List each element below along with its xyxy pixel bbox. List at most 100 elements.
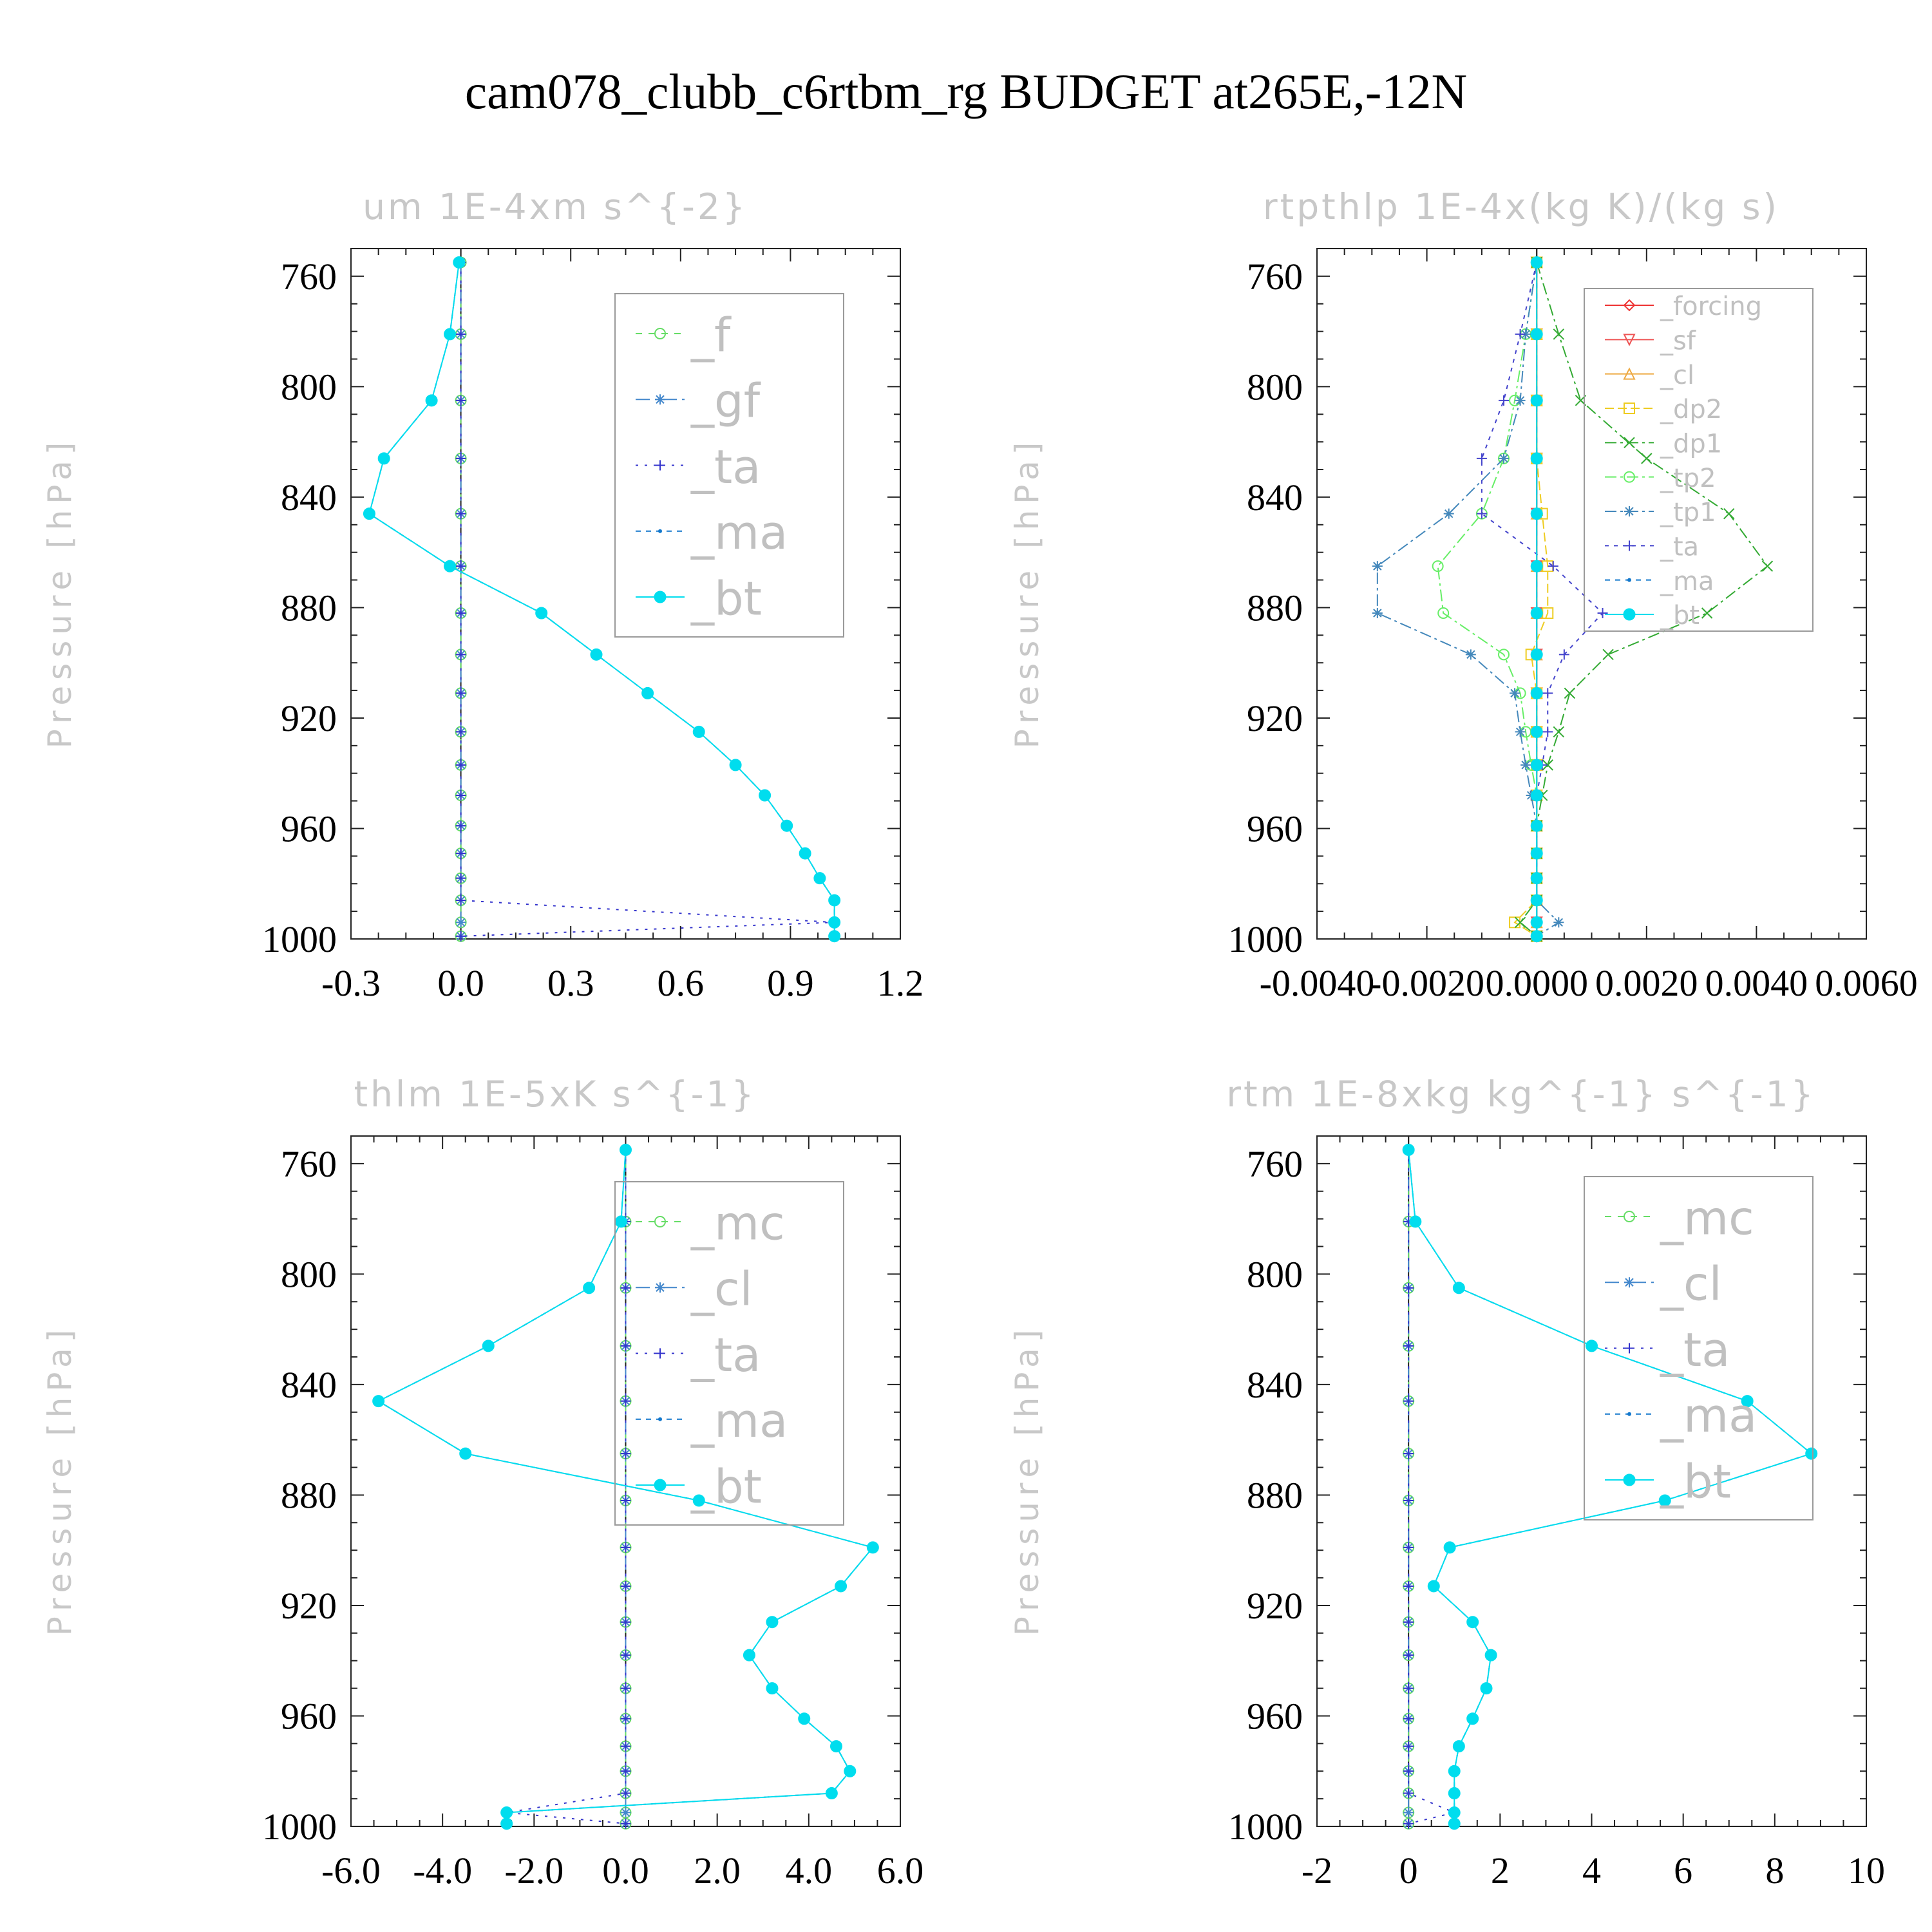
data-point [500, 1817, 513, 1830]
data-point [825, 1787, 838, 1800]
panel-title: rtm 1E-8xkg kg^{-1} s^{-1} [1226, 1074, 1815, 1115]
y-tick-label: 1000 [262, 918, 337, 960]
data-point [455, 688, 466, 699]
data-point [620, 1396, 631, 1406]
y-tick-label: 840 [1247, 1364, 1303, 1406]
x-tick-label: 6 [1674, 1850, 1692, 1891]
data-point [482, 1340, 495, 1352]
series-bt [363, 256, 841, 943]
data-point [1403, 1448, 1414, 1459]
data-point [1723, 507, 1735, 520]
legend-label: _f [690, 308, 732, 362]
legend-swatch-marker [1624, 1211, 1635, 1222]
legend-swatch-marker [1624, 1343, 1634, 1354]
data-point [1514, 916, 1526, 928]
y-tick-label: 800 [1247, 366, 1303, 408]
legend-swatch-marker [1624, 402, 1635, 414]
data-point [1641, 453, 1653, 464]
data-point [692, 1494, 705, 1507]
y-tick-label: 760 [1247, 1143, 1303, 1185]
data-point [1403, 1396, 1414, 1406]
data-point [455, 561, 466, 572]
data-point [455, 820, 466, 831]
data-point [1402, 1143, 1415, 1156]
data-point [1498, 649, 1510, 661]
data-point [535, 607, 548, 620]
legend-swatch-marker [1623, 1473, 1636, 1486]
legend-swatch-marker [654, 591, 667, 603]
data-point [1530, 256, 1543, 269]
data-point [1530, 916, 1543, 929]
legend: _f _gf _ta _ma _bt [614, 293, 844, 638]
data-point [1372, 608, 1383, 619]
data-point [620, 1495, 631, 1506]
data-point [1542, 688, 1553, 699]
data-point [1403, 1580, 1414, 1591]
x-tick-label: 0.0 [437, 962, 484, 1004]
data-point [1530, 328, 1543, 341]
data-point [1499, 453, 1510, 464]
data-point [620, 1580, 631, 1591]
data-point [1409, 1215, 1422, 1228]
legend-swatch-marker [1624, 1277, 1634, 1288]
y-tick-label: 840 [281, 1364, 337, 1406]
data-point [620, 1282, 631, 1293]
data-point [1403, 1495, 1414, 1506]
data-point [759, 789, 772, 802]
legend-label: _bt [1660, 601, 1700, 630]
data-point [798, 1712, 811, 1725]
data-point [1403, 1340, 1414, 1351]
y-tick-label: 920 [1247, 697, 1303, 739]
data-point [1530, 789, 1543, 802]
legend-label: _ma [690, 1394, 788, 1448]
data-point [1530, 648, 1543, 661]
y-tick-label: 1000 [262, 1806, 337, 1848]
data-point [1530, 872, 1543, 885]
data-point [1403, 1650, 1414, 1661]
figure-title: cam078_clubb_c6rtbm_rg BUDGET at265E,-12… [465, 64, 1467, 119]
y-tick-label: 760 [1247, 256, 1303, 298]
data-point [829, 1740, 842, 1753]
data-point [363, 507, 375, 520]
legend-swatch-marker [1624, 437, 1635, 449]
data-point [1437, 607, 1450, 620]
data-point [1530, 607, 1543, 620]
series-bt [1530, 256, 1543, 943]
y-tick-label: 960 [281, 808, 337, 849]
data-point [372, 1395, 385, 1408]
data-point [620, 1340, 631, 1351]
legend-swatch-marker [655, 1348, 665, 1359]
data-point [1452, 1740, 1465, 1753]
data-point [1553, 917, 1564, 928]
data-point [455, 649, 466, 660]
data-point [455, 453, 466, 464]
legend-swatch-marker [1623, 299, 1636, 312]
y-tick-label: 920 [281, 1585, 337, 1627]
data-point [1448, 1817, 1461, 1830]
data-point [1530, 560, 1543, 573]
data-point [620, 1683, 631, 1694]
data-point [1530, 930, 1543, 943]
y-tick-label: 1000 [1228, 1806, 1303, 1848]
data-point [1476, 453, 1487, 464]
data-point [455, 395, 466, 406]
x-tick-label: 4 [1582, 1850, 1601, 1891]
data-point [1403, 1741, 1414, 1752]
legend-swatch-marker [1624, 471, 1635, 483]
series-line [1376, 262, 1560, 937]
data-point [844, 1765, 857, 1777]
legend-label: _ma [1660, 1388, 1757, 1443]
data-point [1520, 328, 1531, 339]
y-tick-label: 760 [281, 256, 337, 298]
x-tick-label: -0.0020 [1369, 962, 1484, 1004]
data-point [1597, 608, 1608, 619]
legend-label: _bt [1660, 1454, 1731, 1508]
x-tick-label: 2.0 [694, 1850, 741, 1891]
data-point [692, 725, 705, 738]
legend-box [1584, 1176, 1814, 1520]
data-point [1403, 1766, 1414, 1777]
x-tick-label: 0.0060 [1815, 962, 1918, 1004]
panel-title: um 1E-4xm s^{-2} [363, 186, 748, 227]
legend: _mc _cl _ta _ma _bt [614, 1181, 844, 1526]
